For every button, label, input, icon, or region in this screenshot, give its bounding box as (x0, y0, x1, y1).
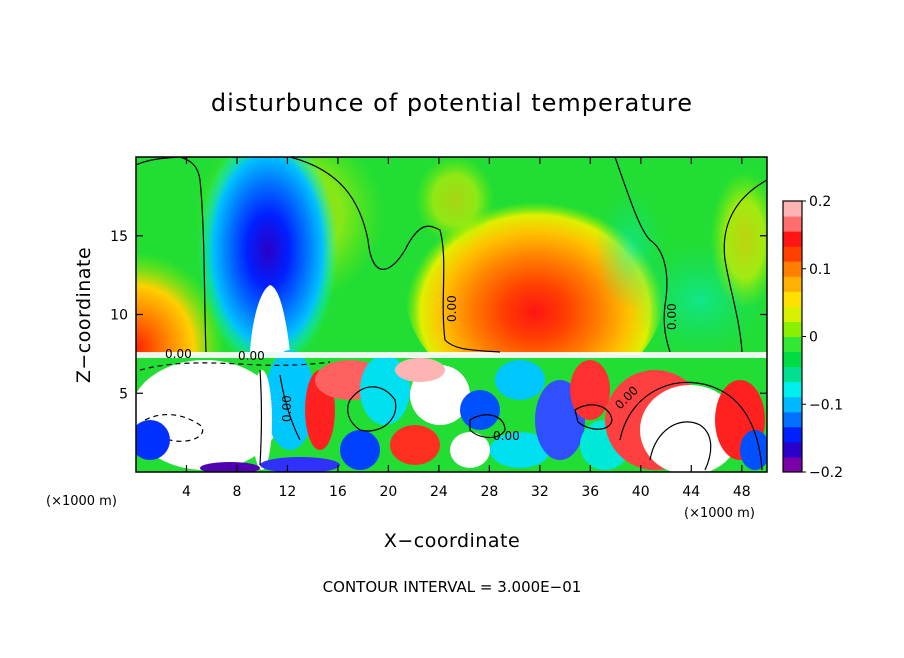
y-tick-label: 5 (119, 386, 128, 402)
x-tick-label: 48 (733, 484, 751, 500)
colorbar-tick-label: 0.2 (809, 194, 831, 210)
colorbar-segment (783, 351, 802, 368)
x-unit-left: (×1000 m) (46, 494, 117, 509)
colorbar-segment (783, 276, 802, 292)
contour-label: 0.00 (280, 395, 294, 422)
x-tick-label: 36 (581, 484, 599, 500)
contour-line (144, 413, 204, 442)
contour-line (723, 179, 767, 353)
contour-label: 0.00 (238, 349, 265, 363)
colorbar-tick-label: −0.1 (809, 397, 843, 413)
y-tick-label: 15 (110, 229, 128, 245)
contour-line (179, 157, 207, 353)
colorbar-segment (783, 261, 802, 277)
colorbar (783, 201, 802, 473)
x-unit-right: (×1000 m) (684, 506, 755, 521)
y-axis: 5 10 15 (110, 229, 767, 402)
colorbar-segment (783, 231, 802, 247)
colorbar-segment (783, 321, 802, 337)
x-tick-label: 32 (531, 484, 549, 500)
colorbar-tick-label: −0.2 (809, 465, 843, 481)
x-tick-label: 4 (182, 484, 191, 500)
colorbar-segment (783, 381, 802, 398)
colorbar-segment (783, 396, 802, 413)
y-tick-label: 10 (110, 308, 128, 324)
colorbar-segment (783, 426, 802, 443)
contour-field (136, 157, 767, 472)
contour-label: 0.00 (493, 429, 520, 443)
contour-label: 0.00 (165, 347, 192, 361)
colorbar-segment (783, 411, 802, 428)
colorbar-tick-label: 0 (809, 330, 818, 346)
colorbar-segment (783, 456, 802, 473)
contour-line (289, 157, 501, 353)
x-axis-label: X−coordinate (384, 530, 520, 552)
contour-label: 0.00 (445, 295, 459, 322)
x-tick-label: 20 (379, 484, 397, 500)
contour-line (139, 361, 331, 371)
colorbar-segment (783, 366, 802, 383)
colorbar-segment (783, 441, 802, 458)
x-tick-label: 24 (430, 484, 448, 500)
contour-line (469, 414, 506, 439)
x-tick-label: 12 (279, 484, 297, 500)
x-tick-label: 44 (682, 484, 700, 500)
colorbar-segment (783, 306, 802, 322)
contour-label: 0.00 (665, 303, 679, 330)
contour-line (279, 374, 301, 441)
contour-line (614, 157, 671, 353)
colorbar-ticks: 0.2 0.1 0 −0.1 −0.2 (802, 194, 843, 481)
contour-line (649, 421, 712, 471)
contour-line (259, 369, 263, 466)
colorbar-segment (783, 246, 802, 262)
colorbar-tick-label: 0.1 (809, 262, 831, 278)
colorbar-segment (783, 216, 802, 232)
x-tick-label: 28 (480, 484, 498, 500)
colorbar-segment (783, 201, 802, 217)
x-axis: 4 8 12 16 20 24 28 32 36 40 44 48 (182, 157, 751, 500)
x-tick-label: 16 (329, 484, 347, 500)
colorbar-segment (783, 291, 802, 307)
y-axis-label: Z−coordinate (73, 247, 95, 383)
x-tick-label: 8 (232, 484, 241, 500)
contour-line (347, 386, 397, 432)
contour-lines (136, 157, 767, 471)
colorbar-segment (783, 336, 802, 353)
chart-title: disturbunce of potential temperature (211, 89, 693, 117)
contour-line (619, 381, 763, 471)
contour-interval: CONTOUR INTERVAL = 3.000E−01 (323, 578, 582, 596)
x-tick-label: 40 (632, 484, 650, 500)
contour-line (574, 404, 613, 430)
